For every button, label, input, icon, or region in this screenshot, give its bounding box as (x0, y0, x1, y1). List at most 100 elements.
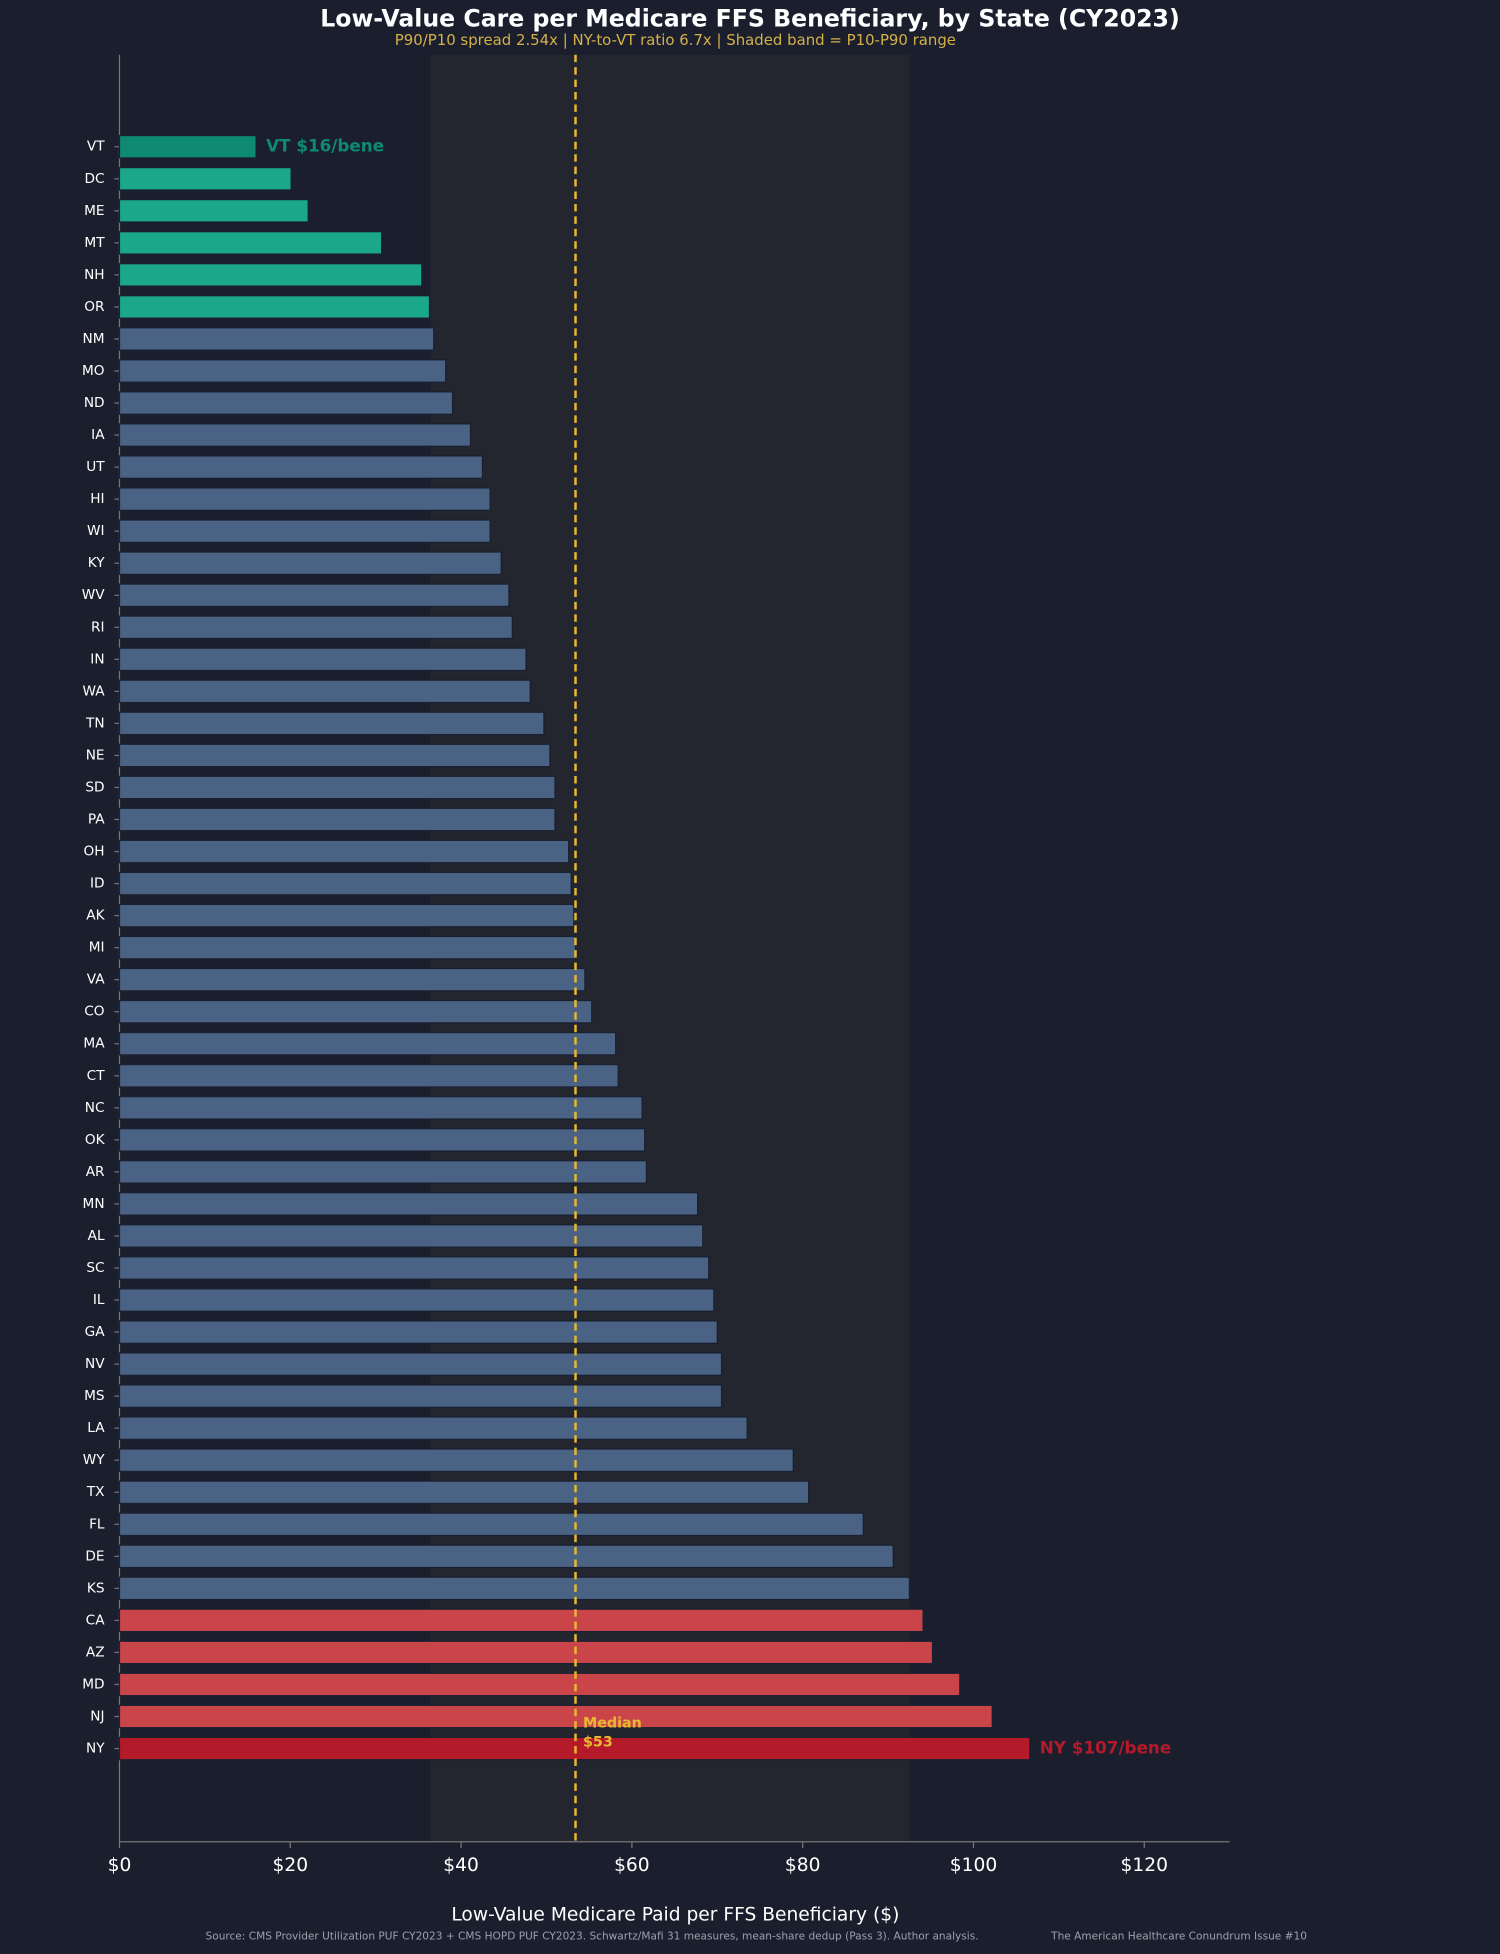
bar (118, 1063, 619, 1088)
bar (118, 327, 435, 351)
bar (118, 263, 423, 287)
y-tick-label: NC (85, 1100, 105, 1116)
x-tick-label: $60 (614, 1855, 650, 1876)
y-tick-label: ND (84, 395, 105, 411)
y-tick-label: OH (84, 844, 105, 860)
y-tick-label: HI (90, 491, 104, 507)
y-tick-label: WY (83, 1452, 106, 1468)
bar (118, 134, 257, 159)
x-tick-label: $0 (108, 1855, 132, 1876)
credit: The American Healthcare Conundrum Issue … (1050, 1930, 1307, 1942)
bar (118, 1512, 864, 1537)
y-tick-label: OK (85, 1132, 106, 1148)
bar (118, 1672, 961, 1697)
y-tick-label: CO (84, 1004, 104, 1020)
y-tick-label: MO (82, 363, 105, 379)
y-tick-label: NJ (90, 1708, 104, 1724)
bar (118, 1480, 810, 1505)
y-tick-label: KS (87, 1580, 105, 1596)
chart-subtitle: P90/P10 spread 2.54x | NY-to-VT ratio 6.… (395, 31, 956, 49)
bar (118, 487, 491, 511)
bar (118, 743, 551, 768)
x-tick-label: $100 (950, 1855, 997, 1876)
x-tick-label: $80 (785, 1855, 821, 1876)
bar (118, 295, 431, 319)
bar (118, 1256, 710, 1280)
y-tick-label: NY (86, 1741, 105, 1757)
bar (118, 999, 593, 1024)
chart-title: Low-Value Care per Medicare FFS Benefici… (320, 4, 1180, 32)
y-tick-label: FL (89, 1516, 105, 1532)
bar (118, 455, 484, 479)
x-tick-label: $120 (1121, 1855, 1168, 1876)
y-tick-label: DC (84, 171, 104, 187)
y-tick-label: MD (82, 1676, 104, 1692)
bar-annotation: VT $16/bene (266, 136, 384, 156)
bar (118, 359, 447, 383)
y-tick-label: MS (84, 1388, 104, 1404)
bar (118, 1384, 723, 1408)
bar (118, 711, 545, 736)
y-tick-label: UT (86, 459, 105, 475)
y-tick-label: NH (84, 267, 104, 283)
bar (118, 1416, 748, 1440)
bar (118, 839, 570, 864)
bar (118, 391, 454, 415)
bar (118, 166, 292, 191)
bar (118, 615, 513, 640)
y-tick-label: AL (88, 1228, 105, 1244)
y-tick-label: MT (84, 235, 105, 251)
y-tick-label: WV (82, 587, 106, 603)
y-tick-label: CT (87, 1068, 106, 1084)
y-tick-label: LA (87, 1420, 105, 1436)
bar (118, 583, 510, 608)
y-tick-label: DE (85, 1548, 104, 1564)
y-tick-label: WA (82, 683, 105, 699)
bar (118, 1160, 648, 1184)
y-tick-label: TX (86, 1484, 105, 1500)
source: Source: CMS Provider Utilization PUF CY2… (206, 1930, 979, 1942)
y-tick-label: CA (86, 1612, 106, 1628)
bar (118, 1031, 617, 1056)
y-tick-label: NM (83, 331, 105, 347)
y-tick-label: AK (86, 908, 105, 924)
y-tick-label: MA (83, 1036, 105, 1052)
bar (118, 807, 556, 832)
y-tick-label: ID (90, 876, 105, 892)
bar (118, 1608, 924, 1633)
bar (118, 775, 556, 800)
bar (118, 1192, 699, 1216)
bar (118, 199, 309, 223)
bar (118, 1448, 794, 1473)
y-tick-label: NV (85, 1356, 105, 1372)
bar (118, 1352, 723, 1376)
y-tick-label: WI (87, 523, 105, 539)
y-tick-label: SD (85, 779, 104, 795)
y-tick-label: VA (87, 972, 105, 988)
y-tick-label: GA (85, 1324, 106, 1340)
y-tick-label: SC (86, 1260, 104, 1276)
y-tick-label: PA (88, 811, 105, 827)
y-tick-label: KY (88, 555, 105, 571)
y-tick-label: RI (91, 619, 105, 635)
bar (118, 935, 577, 960)
bar (118, 1224, 704, 1248)
bar (118, 871, 572, 896)
bar (118, 647, 527, 672)
bar (118, 1640, 934, 1665)
x-tick-label: $40 (443, 1855, 479, 1876)
x-tick-label: $20 (272, 1855, 308, 1876)
bar (118, 967, 586, 992)
y-tick-label: NE (86, 747, 105, 763)
y-tick-label: TN (85, 715, 105, 731)
y-tick-label: AR (86, 1164, 105, 1180)
bar (118, 1576, 911, 1601)
bar (118, 1704, 993, 1729)
median-label: Median (583, 1716, 642, 1732)
bar (118, 423, 472, 447)
bar (118, 1544, 894, 1569)
bar (118, 1288, 715, 1312)
y-tick-label: IL (93, 1292, 105, 1308)
